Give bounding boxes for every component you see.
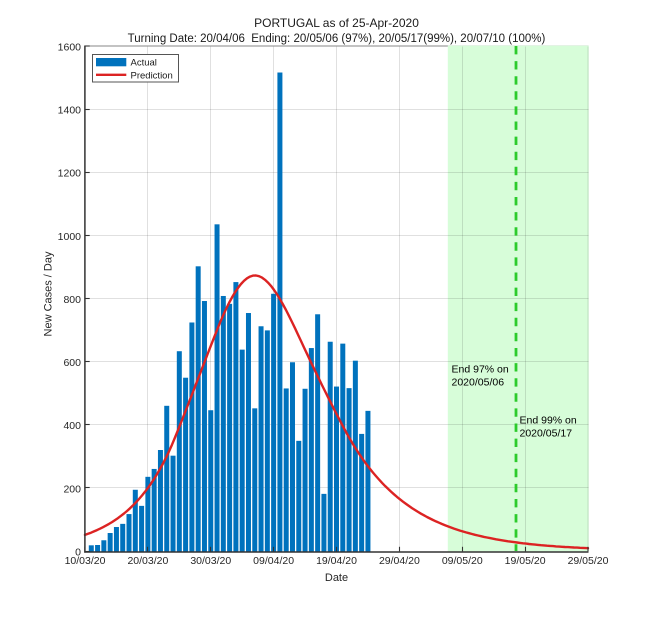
svg-text:Date: Date	[325, 572, 348, 584]
svg-text:200: 200	[63, 483, 81, 495]
svg-text:Actual: Actual	[131, 58, 157, 69]
svg-text:09/05/20: 09/05/20	[442, 555, 483, 567]
svg-text:Turning Date: 20/04/06 Ending: Turning Date: 20/04/06 Ending: 20/05/06 …	[128, 33, 546, 45]
svg-text:2020/05/06: 2020/05/06	[452, 377, 505, 389]
svg-text:600: 600	[63, 357, 81, 369]
svg-text:Prediction: Prediction	[131, 70, 173, 81]
svg-text:10/03/20: 10/03/20	[65, 555, 106, 567]
svg-text:09/04/20: 09/04/20	[253, 555, 294, 567]
svg-text:1600: 1600	[58, 41, 82, 53]
svg-text:1000: 1000	[58, 231, 82, 243]
svg-text:20/03/20: 20/03/20	[127, 555, 168, 567]
svg-text:2020/05/17: 2020/05/17	[520, 428, 573, 440]
svg-text:1400: 1400	[58, 105, 82, 117]
svg-text:End 99% on: End 99% on	[520, 415, 577, 427]
svg-text:29/04/20: 29/04/20	[379, 555, 420, 567]
svg-text:PORTUGAL as of 25-Apr-2020: PORTUGAL as of 25-Apr-2020	[254, 16, 419, 30]
svg-text:End 97% on: End 97% on	[452, 364, 509, 376]
svg-text:29/05/20: 29/05/20	[568, 555, 609, 567]
svg-text:New Cases / Day: New Cases / Day	[43, 251, 55, 336]
svg-text:400: 400	[63, 420, 81, 432]
svg-text:1200: 1200	[58, 168, 82, 180]
svg-text:19/05/20: 19/05/20	[505, 555, 546, 567]
svg-text:800: 800	[63, 294, 81, 306]
svg-text:19/04/20: 19/04/20	[316, 555, 357, 567]
svg-text:0: 0	[75, 546, 81, 558]
svg-text:30/03/20: 30/03/20	[190, 555, 231, 567]
